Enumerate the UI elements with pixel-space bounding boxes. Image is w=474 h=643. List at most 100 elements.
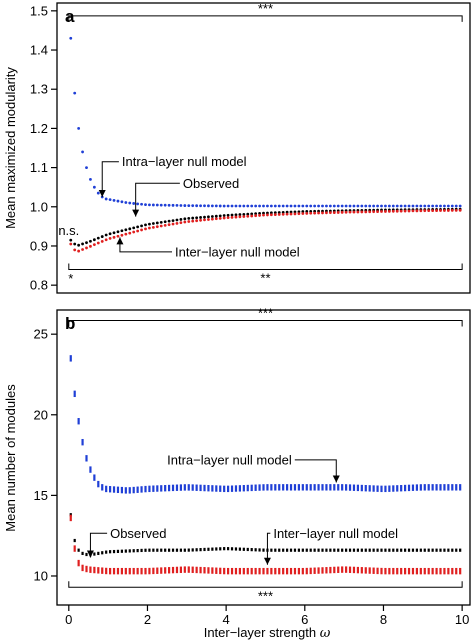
panel-b-series-inter-point xyxy=(77,559,80,567)
panel-a-series-observed-point xyxy=(195,216,199,220)
panel-b-series-intra-point xyxy=(321,484,324,491)
panel-a-series-intra-point xyxy=(285,204,289,208)
panel-b-series-observed-point xyxy=(388,548,391,552)
panel-b-series-observed-point xyxy=(435,548,438,552)
panel-a-series-intra-point xyxy=(344,204,348,208)
panel-b-series-intra-point xyxy=(404,484,407,492)
panel-b-series-inter-point xyxy=(211,567,214,574)
panel-a-series-observed-point xyxy=(92,238,96,242)
panel-b-series-intra-point xyxy=(329,484,332,491)
panel-a-series-intra-point xyxy=(218,204,222,208)
x-tick-label: 2 xyxy=(144,612,151,627)
panel-b-series-observed-point xyxy=(250,548,253,552)
panel-a-series-inter-point xyxy=(262,213,265,217)
panel-b-annotation-line-1 xyxy=(89,532,108,558)
panel-a-series-observed-point xyxy=(301,210,305,213)
panel-a-series-inter-point xyxy=(376,210,379,214)
panel-a-series-inter-point xyxy=(116,234,120,238)
panel-a-series-intra-point xyxy=(199,204,202,208)
panel-a-series-intra-point xyxy=(328,204,332,208)
panel-a-series-intra-point xyxy=(443,204,446,208)
panel-b-series-observed-point xyxy=(419,548,422,552)
panel-a-series-inter-point xyxy=(285,212,289,216)
panel-b-series-intra-point xyxy=(388,485,391,492)
panel-b-series-intra-point xyxy=(309,484,312,491)
panel-a-series-inter-point xyxy=(301,212,305,215)
panel-a-series-inter-point xyxy=(175,221,179,225)
panel-b-series-inter-point xyxy=(396,567,399,575)
panel-b-series-inter-point xyxy=(132,567,135,575)
panel-a-series-intra-point xyxy=(348,204,352,208)
panel-a-series-inter-point xyxy=(325,211,328,215)
panel-a-series-observed-point xyxy=(128,227,132,231)
panel-b-series-intra-point xyxy=(266,484,269,491)
panel-b-series-intra-point xyxy=(97,480,100,488)
panel-a-series-intra-point xyxy=(124,201,128,204)
panel-b-series-observed-point xyxy=(152,548,155,552)
panel-a-label: a xyxy=(65,7,75,26)
panel-b-series-observed-point xyxy=(211,547,214,551)
panel-b-series-intra-point xyxy=(254,484,257,491)
panel-a-series-intra-point xyxy=(403,204,407,208)
panel-b-series-intra-point xyxy=(128,487,131,494)
panel-b-series-inter-point xyxy=(179,566,182,573)
panel-a-series-inter-point xyxy=(250,214,254,218)
panel-b-series-inter-point xyxy=(191,566,194,573)
panel-a-annotation-arrowhead-1 xyxy=(132,209,140,217)
panel-b-series-observed-point xyxy=(372,548,375,552)
panel-b-series-inter-point xyxy=(199,566,202,574)
panel-a-series-inter-point xyxy=(85,246,88,250)
panel-b-series-inter-point xyxy=(242,567,245,575)
panel-b-series-inter-point xyxy=(262,567,265,575)
panel-b-series-inter-point xyxy=(227,567,230,575)
panel-a-series-observed-point xyxy=(69,238,73,242)
panel-b-series-inter-point xyxy=(455,567,458,575)
panel-a-series-inter-point xyxy=(258,214,261,217)
panel-b-series-inter-point xyxy=(195,566,198,574)
panel-b-series-intra-point xyxy=(443,484,446,491)
panel-a-series-observed-point xyxy=(262,211,265,215)
panel-a-series-inter-point xyxy=(96,241,100,245)
panel-a-series-intra-point xyxy=(246,204,250,208)
panel-b-series-inter-point xyxy=(144,567,147,575)
panel-a-series-inter-point xyxy=(203,218,206,222)
panel-a-series-inter-point xyxy=(167,223,171,227)
panel-b-series-observed-point xyxy=(73,538,76,543)
panel-b-series-inter-point xyxy=(156,567,159,574)
panel-a-series-inter-point xyxy=(89,244,92,248)
panel-a-series-intra-point xyxy=(96,191,100,195)
panel-a-series-observed-point xyxy=(73,242,77,246)
panel-b-series-intra-point xyxy=(136,486,139,493)
panel-a-series-intra-point xyxy=(325,204,328,208)
panel-b-series-observed-point xyxy=(187,548,190,552)
panel-b-series-observed-point xyxy=(101,551,104,555)
panel-b-series-inter-point xyxy=(380,567,383,575)
panel-a-series-intra-point xyxy=(234,204,238,208)
panel-b-series-observed-point xyxy=(234,547,238,551)
panel-b-series-inter-point xyxy=(360,567,363,574)
panel-b-series-observed-point xyxy=(144,548,147,552)
x-tick-label: 6 xyxy=(301,612,308,627)
panel-b-series-inter-point xyxy=(301,567,304,575)
panel-a-ytick-label: 1.0 xyxy=(30,199,48,214)
panel-a-series-inter-point xyxy=(100,239,104,243)
panel-b-series-intra-point xyxy=(415,484,418,491)
panel-b-series-intra-point xyxy=(195,484,198,491)
panel-b-series-inter-point xyxy=(215,567,218,574)
panel-b-series-intra-point xyxy=(148,485,151,493)
panel-a-series-intra-point xyxy=(454,204,458,208)
panel-a-series-inter-point xyxy=(112,235,116,239)
panel-b-series-observed-point xyxy=(242,547,245,551)
panel-b-series-intra-point xyxy=(164,485,167,492)
panel-b-series-observed-point xyxy=(455,548,458,552)
panel-a-series-inter-point xyxy=(313,211,317,215)
panel-b-series-intra-point xyxy=(345,484,348,491)
panel-b-series-inter-point xyxy=(109,567,112,575)
panel-a-series-observed-point xyxy=(187,216,191,220)
panel-b-series-intra-point xyxy=(317,484,320,491)
panel-a-series-inter-point xyxy=(155,225,159,229)
panel-b-series-inter-point xyxy=(368,567,371,574)
panel-a-series-inter-point xyxy=(446,209,450,212)
panel-b-series-intra-point xyxy=(73,390,76,398)
